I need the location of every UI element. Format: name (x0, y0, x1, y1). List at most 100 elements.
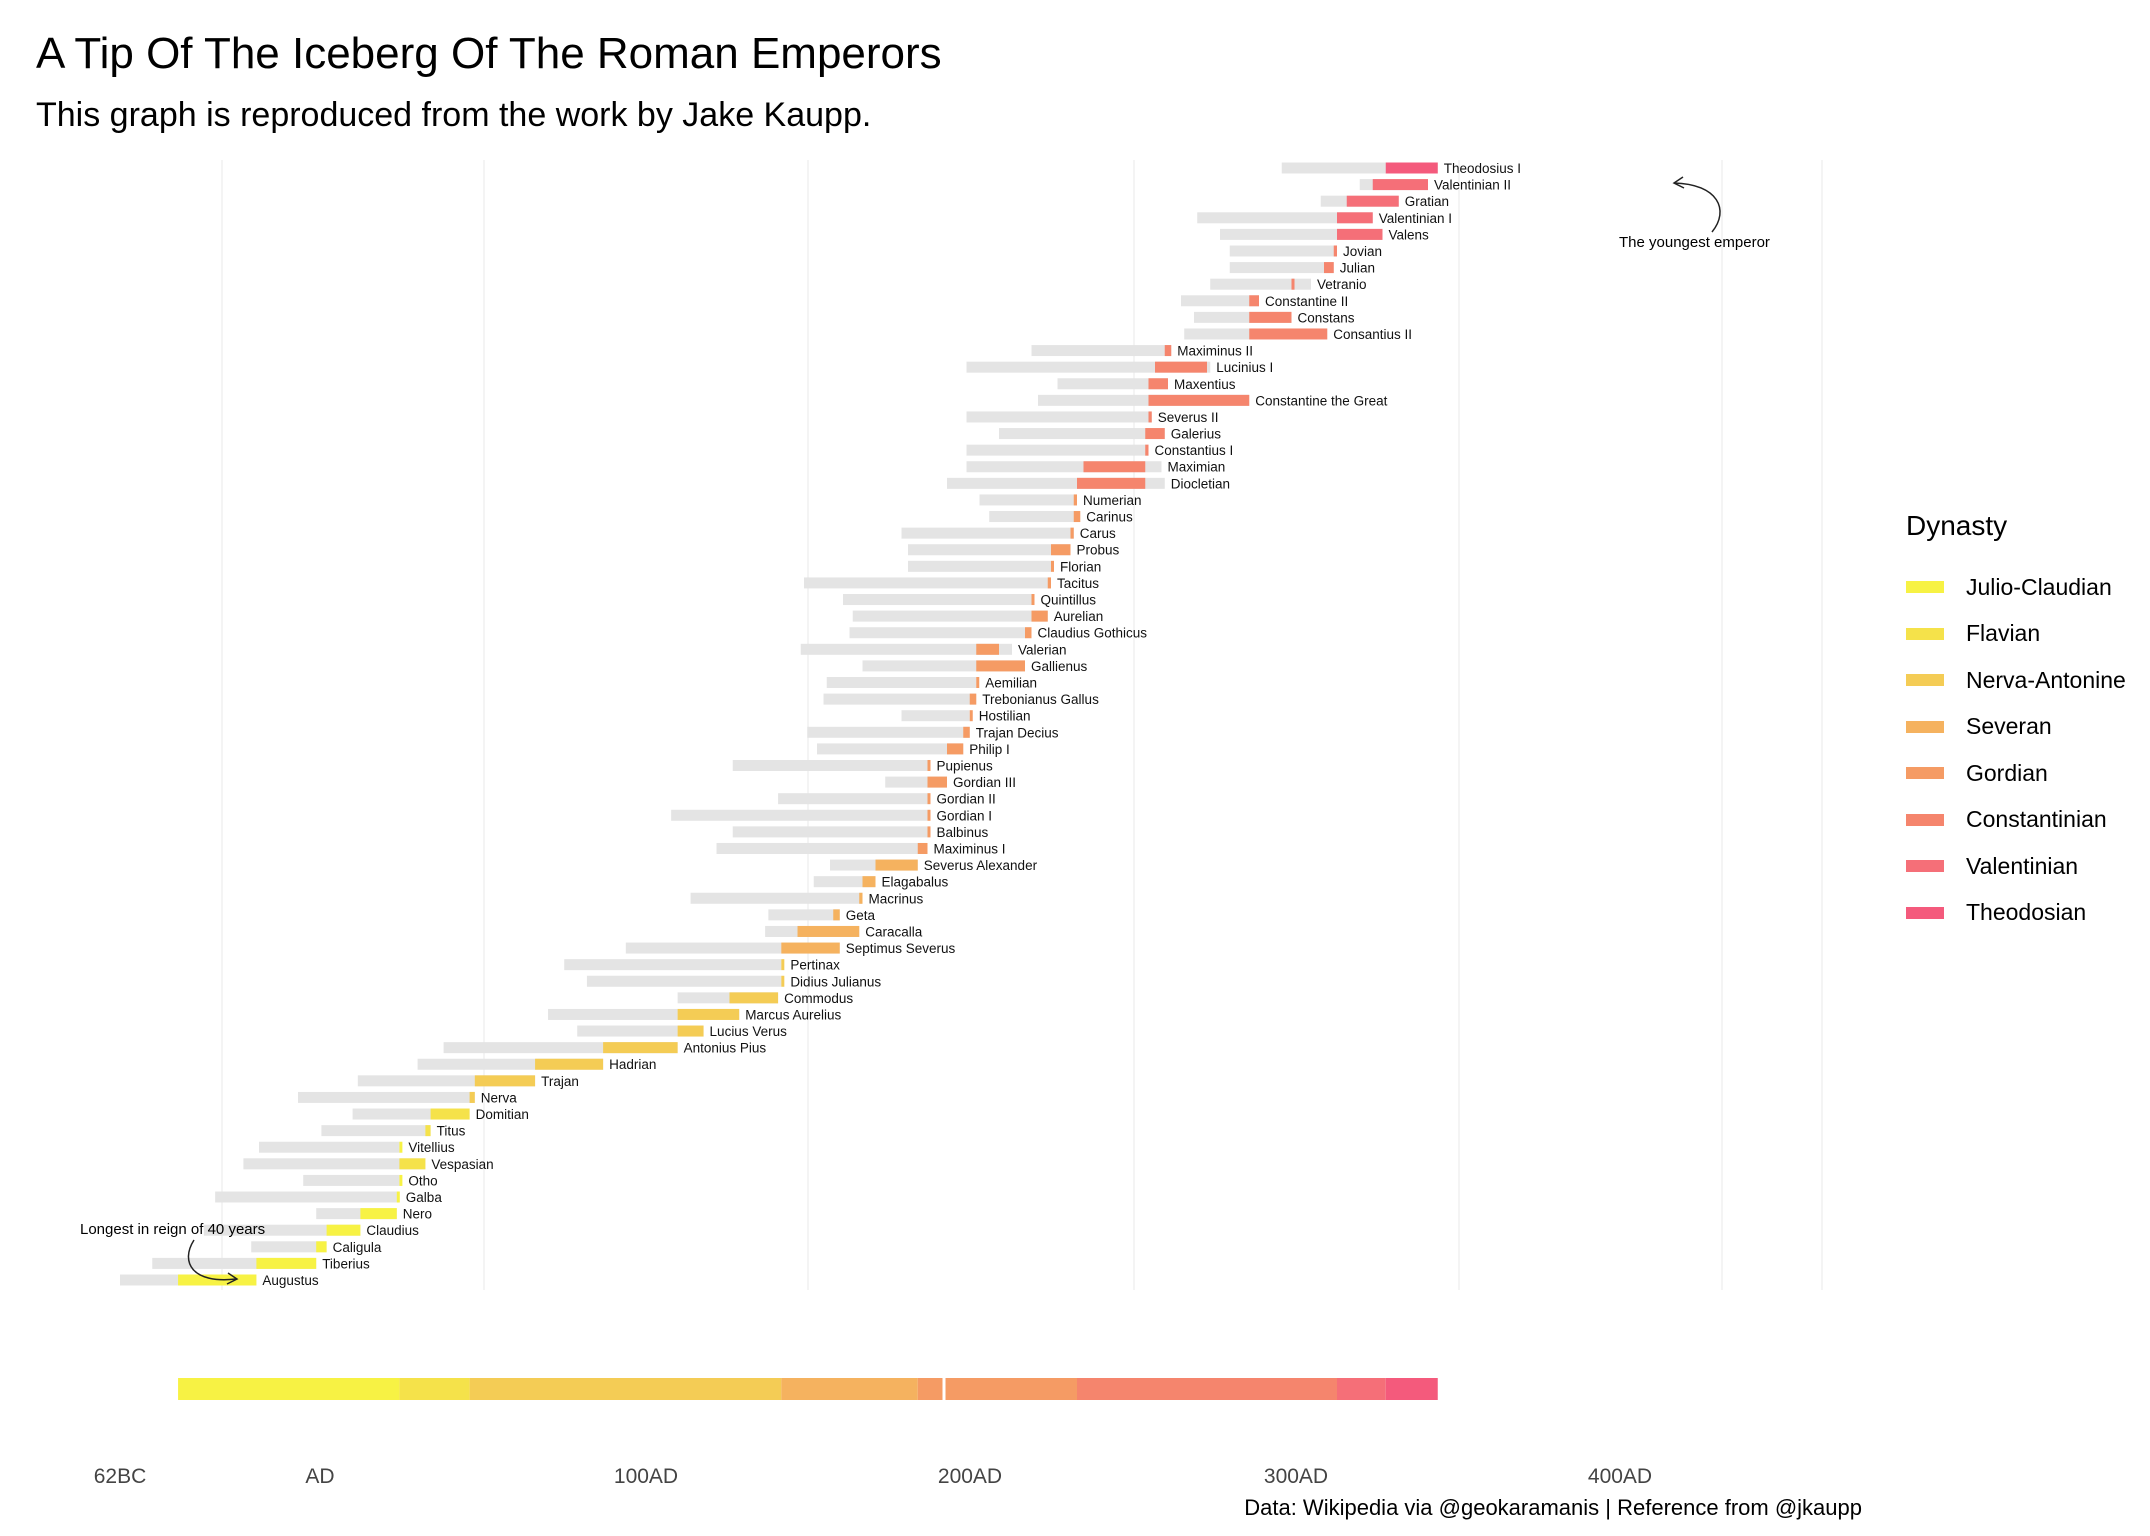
emperor-label-tiberius: Tiberius (322, 1256, 370, 1271)
emperor-label-caligula: Caligula (333, 1240, 382, 1255)
reign-bar-elagabalus (862, 876, 876, 888)
timeline-segment-constantinian (1077, 1378, 1337, 1400)
reign-bar-tacitus (1047, 577, 1051, 589)
lifespan-bar-trajan-decius (807, 726, 970, 738)
lifespan-bar-carus (901, 527, 1074, 539)
emperor-label-antonius-pius: Antonius Pius (684, 1041, 767, 1056)
reign-bar-gordian-ii (927, 793, 931, 805)
lifespan-bar-hadrian (417, 1058, 604, 1070)
legend-item-nerva-antonine: Nerva-Antonine (1906, 657, 2126, 704)
emperor-label-consantius-ii: Consantius II (1333, 327, 1412, 342)
timeline-segment-julio-claudian (178, 1378, 400, 1400)
reign-bar-diocletian (1077, 477, 1146, 489)
lifespan-bar-gallienus (862, 660, 1025, 672)
emperor-label-numerian: Numerian (1083, 493, 1142, 508)
lifespan-bar-titus (321, 1125, 431, 1137)
reign-bar-tiberius (256, 1257, 317, 1269)
reign-bar-philip-i (947, 743, 964, 755)
reign-bar-valentinian-ii (1372, 179, 1428, 191)
x-tick-label: AD (305, 1465, 334, 1488)
reign-bar-vespasian (399, 1158, 426, 1170)
legend-label: Constantinian (1966, 806, 2107, 833)
timeline-segment-gordian (917, 1378, 1077, 1400)
lifespan-bar-numerian (979, 494, 1077, 506)
lifespan-bar-vitellius (259, 1141, 400, 1153)
reign-bar-pupienus (927, 759, 931, 771)
annotation-longest-reign: Longest in reign of 40 years (80, 1221, 265, 1238)
emperor-label-maxentius: Maxentius (1174, 377, 1236, 392)
lifespan-bar-florian (908, 560, 1051, 572)
emperor-label-didius-julianus: Didius Julianus (790, 974, 881, 989)
reign-bar-gordian-iii (927, 776, 947, 788)
timeline-segment-theodosian (1385, 1378, 1438, 1400)
reign-bar-nerva (469, 1091, 475, 1103)
reign-bar-caracalla (797, 925, 860, 937)
legend: Dynasty Julio-Claudian Flavian Nerva-Anton… (1906, 508, 2126, 936)
reign-bar-trajan (474, 1075, 536, 1087)
reign-bar-constantius-i (1145, 444, 1149, 456)
emperor-label-balbinus: Balbinus (937, 825, 989, 840)
lifespan-bar-constantine-the-great (1038, 394, 1250, 406)
legend-key-swatch (1906, 906, 1944, 919)
emperor-label-severus-alexander: Severus Alexander (924, 858, 1038, 873)
legend-label: Valentinian (1966, 852, 2079, 879)
lifespan-bar-trebonianus-gallus (823, 693, 977, 705)
emperor-label-florian: Florian (1060, 559, 1101, 574)
emperor-label-trebonianus-gallus: Trebonianus Gallus (982, 692, 1099, 707)
legend-item-theodosian: Theodosian (1906, 890, 2126, 937)
lifespan-bar-nerva (298, 1091, 475, 1103)
emperor-label-maximinus-ii: Maximinus II (1177, 344, 1253, 359)
reign-bar-maxentius (1148, 378, 1168, 390)
emperor-label-jovian: Jovian (1343, 244, 1382, 259)
lifespan-bar-theodosius-i (1281, 162, 1438, 174)
lifespan-bar-maxentius (1057, 378, 1168, 390)
lifespan-bar-otho (303, 1174, 400, 1186)
emperor-label-augustus: Augustus (262, 1273, 319, 1288)
legend-title: Dynasty (1906, 510, 2008, 541)
emperor-label-maximinus-i: Maximinus I (934, 841, 1006, 856)
dynasty-timeline (178, 1376, 1438, 1402)
legend-key-swatch (1906, 627, 1944, 640)
legend-key-swatch (1906, 674, 1944, 687)
reign-bar-vetranio (1291, 278, 1295, 290)
legend-items: Julio-Claudian Flavian Nerva-Antonine Sever… (1906, 564, 2126, 936)
emperor-label-pertinax: Pertinax (790, 958, 840, 973)
annotation-youngest-arrow (1673, 182, 1721, 233)
lifespan-bar-gordian-iii (885, 776, 947, 788)
emperor-label-constantius-i: Constantius I (1155, 443, 1234, 458)
annotation-longest-arrow (187, 1239, 237, 1281)
lifespan-bar-commodus (677, 992, 779, 1004)
emperor-label-tacitus: Tacitus (1057, 576, 1099, 591)
emperor-label-otho: Otho (408, 1173, 437, 1188)
reign-bar-severus-alexander (875, 859, 918, 871)
lifespan-bar-balbinus (732, 826, 928, 838)
emperor-label-vetranio: Vetranio (1317, 277, 1367, 292)
reign-bar-severus-ii (1148, 411, 1152, 423)
timeline-segment-valentinian (1337, 1378, 1386, 1400)
emperor-label-gordian-iii: Gordian III (953, 775, 1016, 790)
reign-bar-valens (1337, 228, 1383, 240)
legend-item-severan: Severan (1906, 704, 2126, 751)
emperor-label-domitian: Domitian (476, 1107, 529, 1122)
reign-bar-claudius-gothicus (1025, 627, 1032, 639)
emperor-label-claudius-gothicus: Claudius Gothicus (1038, 626, 1148, 641)
lifespan-bar-marcus-aurelius (548, 1008, 740, 1020)
reign-bar-numerian (1073, 494, 1077, 506)
lifespan-bar-didius-julianus (586, 975, 782, 987)
reign-bar-quintillus (1031, 594, 1035, 606)
reign-bar-galerius (1145, 428, 1165, 440)
lifespan-bar-constantine-ii (1181, 295, 1259, 307)
reign-bar-hostilian (969, 710, 973, 722)
reign-bar-probus (1051, 544, 1071, 556)
reign-bar-claudius (326, 1224, 361, 1236)
emperor-label-probus: Probus (1077, 543, 1120, 558)
lifespan-bar-constantius-i (966, 444, 1149, 456)
legend-key-swatch (1906, 813, 1944, 826)
lifespan-bar-tacitus (804, 577, 1051, 589)
x-axis-ticks: 62BC AD 100AD 200AD 300AD 400AD (94, 1465, 1652, 1488)
emperor-label-gordian-i: Gordian I (937, 808, 993, 823)
legend-label: Nerva-Antonine (1966, 666, 2126, 693)
chart-subtitle: This graph is reproduced from the work b… (36, 96, 872, 134)
reign-bar-maximinus-ii (1164, 345, 1172, 357)
emperor-label-carus: Carus (1080, 526, 1116, 541)
